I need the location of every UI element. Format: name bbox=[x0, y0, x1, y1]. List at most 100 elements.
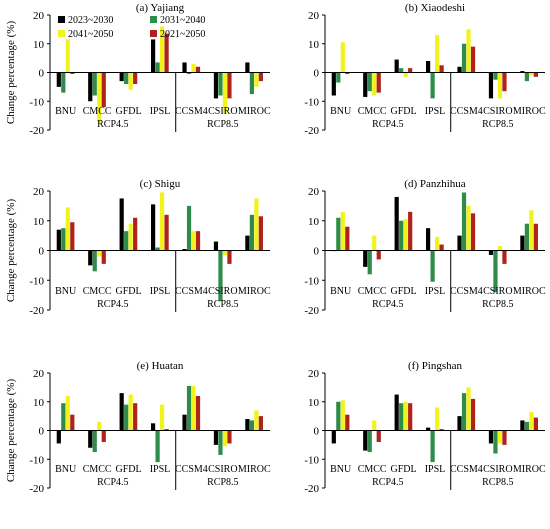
bar bbox=[249, 214, 254, 251]
bar bbox=[164, 214, 169, 251]
bar bbox=[376, 250, 381, 260]
bar bbox=[101, 72, 106, 107]
y-tick-label: -10 bbox=[304, 275, 319, 287]
y-tick-label: -10 bbox=[29, 275, 44, 287]
bar bbox=[160, 404, 165, 431]
category-label: BNU bbox=[330, 106, 352, 117]
bar bbox=[65, 396, 70, 431]
bar bbox=[520, 420, 525, 431]
bar bbox=[128, 223, 133, 251]
bar bbox=[227, 72, 232, 99]
category-label: CMCC bbox=[358, 286, 387, 297]
y-tick-label: 0 bbox=[39, 426, 45, 438]
category-label: MIROC bbox=[238, 464, 271, 475]
y-tick-label: 10 bbox=[33, 397, 45, 409]
bar bbox=[92, 250, 97, 272]
bar bbox=[218, 72, 223, 96]
category-label: CCSM4 bbox=[450, 286, 483, 297]
bar bbox=[520, 235, 525, 251]
bar bbox=[457, 235, 462, 251]
y-tick-label: 0 bbox=[314, 426, 320, 438]
bar bbox=[128, 394, 133, 431]
panel-title: (c) Shigu bbox=[140, 178, 181, 190]
bar bbox=[345, 226, 350, 251]
category-label: BNU bbox=[55, 286, 77, 297]
bar bbox=[254, 72, 259, 87]
bar bbox=[430, 250, 435, 282]
bar bbox=[524, 223, 529, 251]
bar bbox=[533, 223, 538, 251]
bar bbox=[70, 222, 75, 251]
chart-panel: (e) Huatan -20 -10 0 10 20 Change percentage (… bbox=[5, 360, 271, 495]
bar bbox=[92, 72, 97, 96]
bar bbox=[218, 250, 223, 302]
bar bbox=[363, 250, 368, 267]
bar bbox=[249, 420, 254, 431]
bar bbox=[470, 398, 476, 431]
y-tick-label: 0 bbox=[39, 246, 45, 258]
chart-panel: (f) Pingshan -20 -10 0 10 20 BNU CMCC GFDL IPSL CC… bbox=[304, 360, 546, 495]
bar bbox=[258, 72, 263, 82]
category-label: MIROC bbox=[513, 106, 546, 117]
bar bbox=[191, 63, 196, 73]
bar bbox=[164, 33, 169, 73]
bar bbox=[403, 219, 408, 251]
y-tick-label: 10 bbox=[308, 397, 320, 409]
bar bbox=[363, 430, 368, 451]
bar bbox=[186, 385, 192, 431]
bar bbox=[182, 249, 187, 251]
category-label: GFDL bbox=[391, 106, 417, 117]
y-tick-label: -20 bbox=[304, 125, 319, 137]
y-tick-label: -20 bbox=[29, 483, 44, 495]
scenario-label: RCP8.5 bbox=[207, 477, 238, 488]
category-label: IPSL bbox=[150, 286, 171, 297]
y-tick-label: 10 bbox=[308, 39, 320, 51]
bar bbox=[493, 250, 498, 293]
y-tick-label: 0 bbox=[314, 246, 320, 258]
bar bbox=[56, 72, 61, 87]
bar bbox=[457, 66, 462, 73]
y-axis-label: Change percentage (%) bbox=[5, 199, 17, 303]
scenario-label: RCP8.5 bbox=[482, 119, 513, 130]
scenario-label: RCP4.5 bbox=[372, 299, 403, 310]
panel-title: (d) Panzhihua bbox=[404, 178, 466, 190]
bar bbox=[399, 68, 404, 73]
legend: 2023~2030 2031~2040 2041~2050 2021~2050 bbox=[58, 15, 205, 40]
panel-title: (a) Yajiang bbox=[136, 2, 185, 14]
bar bbox=[164, 429, 169, 431]
bar bbox=[182, 62, 187, 73]
category-label: CMCC bbox=[83, 106, 112, 117]
bar bbox=[524, 72, 529, 82]
bar bbox=[88, 250, 93, 266]
bar bbox=[439, 65, 444, 73]
category-label: BNU bbox=[330, 286, 352, 297]
category-label: MIROC bbox=[513, 464, 546, 475]
y-tick-label: -10 bbox=[304, 454, 319, 466]
scenario-label: RCP4.5 bbox=[372, 119, 403, 130]
bar bbox=[258, 216, 263, 251]
bar bbox=[502, 430, 507, 445]
bar bbox=[160, 26, 165, 73]
category-label: CCSM4 bbox=[450, 464, 483, 475]
bar bbox=[336, 72, 341, 83]
bar bbox=[345, 414, 350, 431]
category-label: CSIRO bbox=[208, 286, 237, 297]
bar bbox=[394, 196, 399, 251]
bar bbox=[218, 430, 223, 455]
bar bbox=[394, 394, 399, 431]
bar bbox=[133, 217, 138, 251]
bar bbox=[520, 71, 525, 73]
y-tick-label: 0 bbox=[39, 68, 45, 80]
bar bbox=[470, 213, 476, 251]
bar bbox=[133, 403, 138, 431]
bar bbox=[363, 72, 368, 97]
bar bbox=[403, 401, 408, 431]
bar bbox=[65, 39, 70, 73]
category-label: CMCC bbox=[83, 464, 112, 475]
y-tick-label: 20 bbox=[33, 10, 45, 22]
bar bbox=[336, 217, 341, 251]
bar bbox=[408, 211, 413, 251]
bar bbox=[213, 241, 219, 251]
bar bbox=[461, 192, 467, 251]
bar bbox=[533, 72, 538, 77]
